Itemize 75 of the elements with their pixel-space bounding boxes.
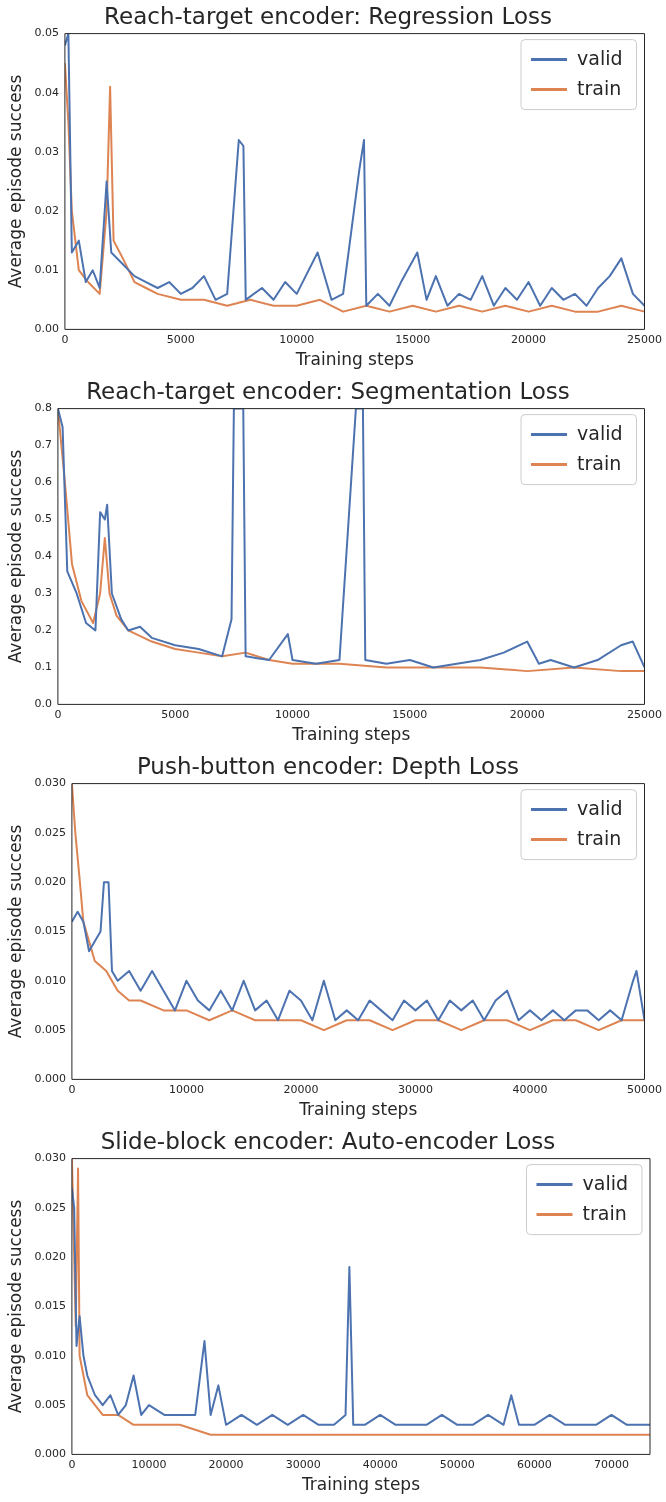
y-tick-label: 0.030	[34, 1151, 66, 1165]
y-tick-label: 0.00	[34, 322, 59, 336]
x-tick-label: 25000	[627, 332, 662, 346]
x-tick-label: 70000	[593, 1457, 629, 1471]
y-axis-title: Average episode success	[4, 1199, 25, 1414]
legend-label: train	[582, 1201, 627, 1224]
legend-label: valid	[577, 46, 623, 69]
y-axis-title: Average episode success	[4, 824, 25, 1039]
y-tick-label: 0.2	[34, 623, 52, 637]
y-tick-label: 0.04	[34, 85, 59, 99]
x-axis-title: Training steps	[300, 1474, 421, 1495]
x-tick-label: 10000	[168, 1082, 204, 1096]
x-tick-label: 15000	[395, 332, 431, 346]
y-tick-label: 0.030	[34, 776, 66, 790]
x-tick-label: 10000	[279, 332, 315, 346]
y-tick-label: 0.025	[34, 825, 66, 839]
chart-title: Reach-target encoder: Segmentation Loss	[86, 377, 570, 404]
y-tick-label: 0.015	[34, 1299, 66, 1313]
x-axis-title: Training steps	[294, 349, 414, 370]
x-tick-label: 50000	[439, 1457, 475, 1471]
chart-title: Push-button encoder: Depth Loss	[136, 752, 520, 779]
chart-title: Slide-block encoder: Auto-encoder Loss	[100, 1127, 556, 1154]
x-tick-label: 0	[68, 1457, 76, 1471]
x-tick-label: 50000	[627, 1082, 662, 1096]
y-tick-label: 0.03	[34, 144, 59, 158]
x-tick-label: 5000	[166, 332, 195, 346]
x-tick-label: 40000	[512, 1082, 548, 1096]
chart-title: Reach-target encoder: Regression Loss	[104, 2, 552, 29]
legend-label: valid	[582, 1171, 629, 1194]
x-tick-label: 30000	[285, 1457, 321, 1471]
y-tick-label: 0.4	[34, 549, 52, 563]
y-tick-label: 0.010	[34, 1348, 66, 1362]
y-tick-label: 0.015	[34, 924, 66, 938]
x-tick-label: 40000	[362, 1457, 398, 1471]
legend-label: train	[577, 76, 622, 99]
y-tick-label: 0.000	[34, 1072, 66, 1086]
y-axis-title: Average episode success	[4, 74, 25, 289]
y-tick-label: 0.025	[34, 1200, 66, 1214]
x-tick-label: 5000	[161, 707, 190, 721]
y-tick-label: 0.3	[34, 586, 52, 600]
y-tick-label: 0.1	[34, 660, 52, 674]
x-tick-label: 20000	[509, 707, 545, 721]
y-tick-label: 0.05	[34, 26, 59, 40]
x-tick-label: 10000	[131, 1457, 167, 1471]
y-tick-label: 0.010	[34, 973, 66, 987]
x-tick-label: 60000	[516, 1457, 552, 1471]
x-tick-label: 0	[68, 1082, 76, 1096]
y-tick-label: 0.8	[34, 401, 52, 415]
y-tick-label: 0.020	[34, 1250, 66, 1264]
y-tick-label: 0.6	[34, 475, 52, 489]
x-tick-label: 20000	[511, 332, 547, 346]
x-axis-title: Training steps	[298, 1099, 418, 1120]
y-tick-label: 0.005	[34, 1022, 66, 1036]
x-tick-label: 15000	[392, 707, 428, 721]
y-tick-label: 0.7	[34, 438, 52, 452]
y-axis-title: Average episode success	[4, 449, 25, 664]
x-tick-label: 20000	[283, 1082, 319, 1096]
y-tick-label: 0.0	[34, 697, 52, 711]
x-tick-label: 20000	[208, 1457, 244, 1471]
x-tick-label: 25000	[627, 707, 662, 721]
legend-label: train	[577, 451, 622, 474]
x-tick-label: 0	[54, 707, 62, 721]
y-tick-label: 0.01	[34, 263, 59, 277]
legend-label: valid	[577, 421, 623, 444]
y-tick-label: 0.000	[34, 1447, 66, 1461]
y-tick-label: 0.02	[34, 203, 59, 217]
legend-label: train	[577, 826, 622, 849]
x-tick-label: 30000	[397, 1082, 433, 1096]
legend-label: valid	[577, 796, 623, 819]
y-tick-label: 0.020	[34, 875, 66, 889]
x-tick-label: 0	[61, 332, 69, 346]
x-tick-label: 10000	[275, 707, 311, 721]
x-axis-title: Training steps	[291, 724, 411, 745]
y-tick-label: 0.5	[34, 512, 52, 526]
y-tick-label: 0.005	[34, 1397, 66, 1411]
